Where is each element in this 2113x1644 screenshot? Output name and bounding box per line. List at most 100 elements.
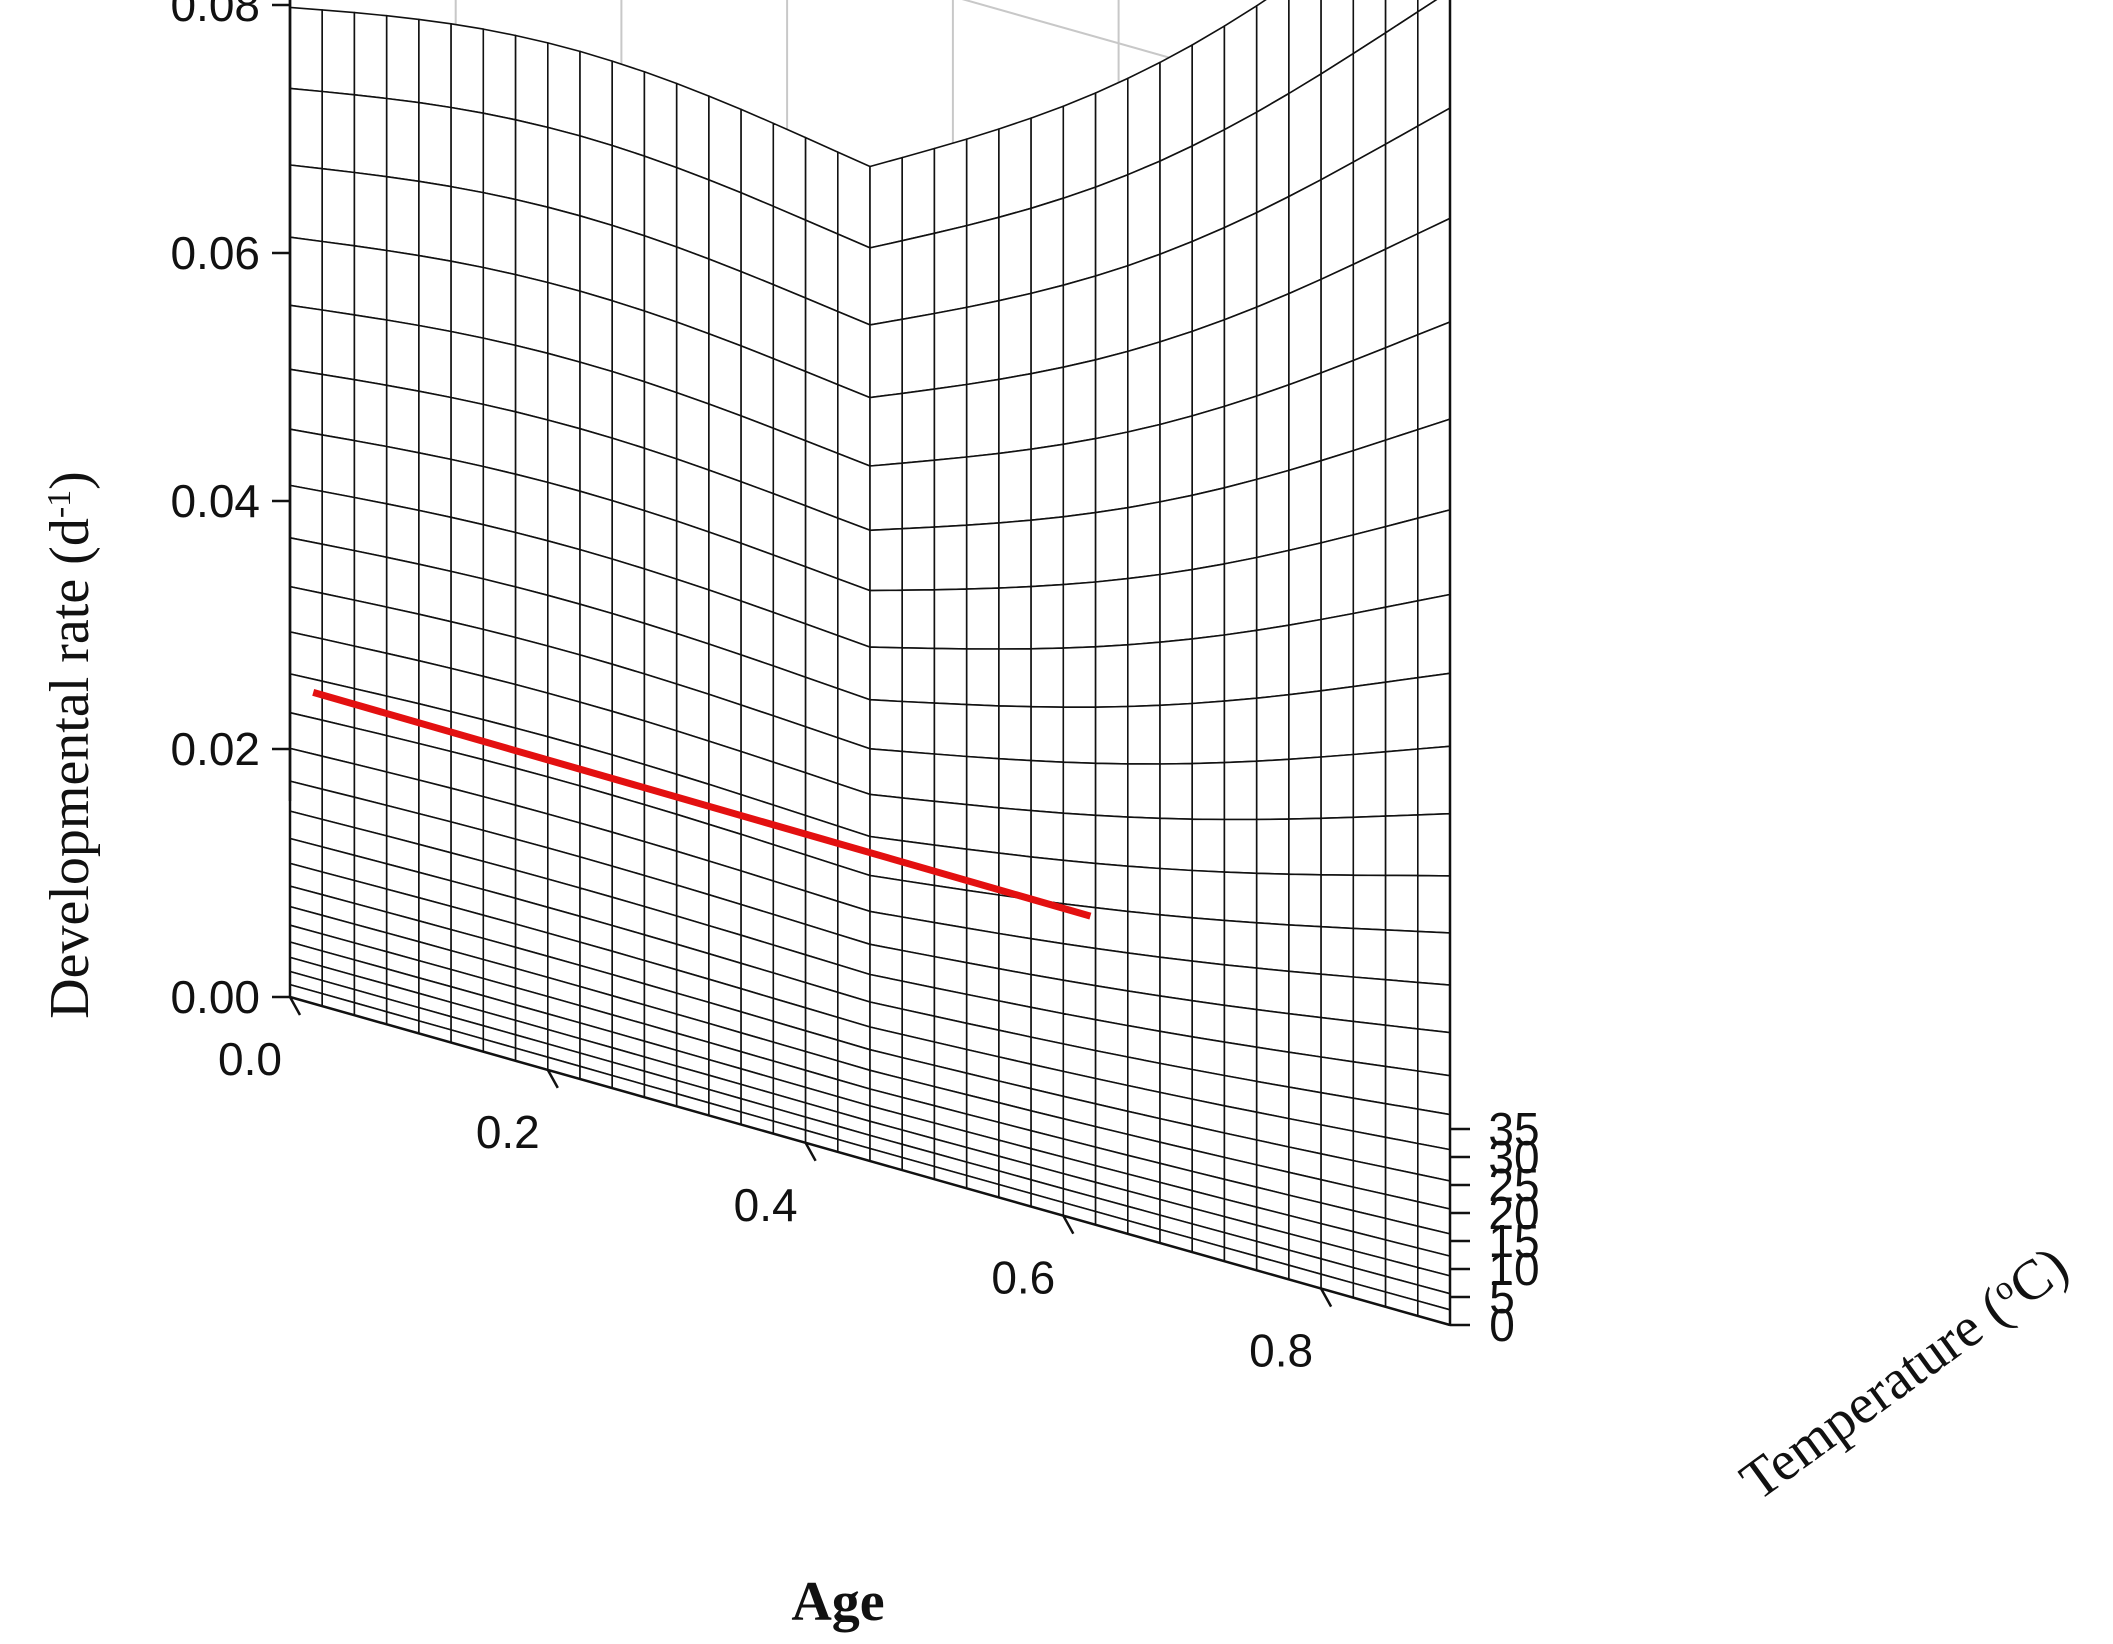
mesh-cell [1288, 817, 1322, 876]
mesh-cell [804, 370, 839, 455]
mesh-cell [1127, 816, 1161, 870]
mesh-cell [1320, 612, 1355, 692]
mesh-cell [1159, 956, 1193, 1002]
mesh-cell [772, 205, 807, 299]
mesh-cell [1094, 431, 1129, 514]
mesh-cell [353, 171, 388, 252]
mesh-cell [1030, 284, 1065, 375]
mesh-cell [514, 119, 549, 208]
mesh-cell [772, 427, 807, 507]
mesh-cell [1062, 645, 1097, 709]
mesh-cell [514, 473, 549, 542]
mesh-cell [1417, 745, 1451, 816]
mesh-cell [675, 246, 710, 335]
mesh-cell [1094, 264, 1129, 361]
mesh-cell [1320, 1016, 1355, 1063]
mesh-cell [1062, 581, 1097, 649]
mesh-cell [965, 452, 1000, 527]
mesh-cell [1417, 107, 1451, 235]
mesh-cell [1191, 634, 1226, 705]
mesh-cell [385, 556, 420, 616]
mesh-cell [1384, 874, 1419, 933]
mesh-cell [933, 588, 968, 650]
mesh-cell [1127, 910, 1161, 959]
mesh-cell [321, 240, 356, 316]
mesh-cell [1352, 750, 1387, 819]
mesh-cell [289, 428, 324, 493]
mesh-cell [740, 192, 775, 286]
mesh-cell [1223, 478, 1258, 565]
mesh-cell [643, 155, 678, 248]
mesh-cell [482, 266, 517, 347]
mesh-cell [1255, 872, 1290, 926]
mesh-cell [418, 101, 452, 188]
mesh-cell [321, 490, 356, 552]
mesh-cell [643, 380, 678, 460]
mesh-cell [579, 215, 614, 302]
mesh-cell [933, 884, 968, 929]
mesh-cell [1094, 577, 1129, 648]
mesh-cell [1062, 942, 1097, 987]
mesh-cell [1062, 511, 1097, 586]
mesh-cell [514, 34, 549, 129]
mesh-cell [418, 390, 452, 461]
mesh-cell [1127, 704, 1161, 765]
mesh-cell [1288, 178, 1322, 295]
mesh-cell [1159, 145, 1193, 255]
mesh-cell [1352, 439, 1387, 536]
x-tick [1062, 1215, 1075, 1235]
mesh-cell [965, 128, 1000, 227]
mesh-cell [933, 383, 968, 462]
mesh-cell [418, 180, 452, 263]
mesh-cell [901, 797, 936, 846]
mesh-cell [869, 874, 904, 918]
mesh-cell [1030, 705, 1065, 764]
mesh-cell [933, 702, 968, 758]
mesh-cell [1159, 995, 1193, 1038]
mesh-cell [675, 321, 710, 405]
mesh-cell [643, 447, 678, 522]
mesh-cell [321, 638, 356, 690]
mesh-cell [482, 628, 517, 686]
mesh-cell [1159, 762, 1193, 821]
mesh-cell [1094, 762, 1129, 818]
mesh-cell [998, 519, 1032, 589]
mesh-cell [579, 548, 614, 615]
mesh-cell [579, 290, 614, 373]
mesh-cell [740, 415, 775, 495]
mesh-cell [450, 620, 485, 678]
mesh-cell [482, 337, 517, 413]
mesh-cell [675, 391, 710, 471]
mesh-cell [772, 357, 807, 442]
mesh-cell [1417, 930, 1451, 986]
mesh-cell [321, 373, 356, 442]
mesh-cell [740, 108, 775, 208]
mesh-cell [546, 206, 581, 292]
mesh-cell [1288, 278, 1322, 386]
mesh-cell [1384, 333, 1419, 441]
mesh-cell [1417, 321, 1451, 431]
mesh-cell [418, 18, 452, 109]
mesh-cell [353, 599, 388, 655]
mesh-cell [579, 50, 614, 147]
mesh-cell [1094, 862, 1129, 913]
mesh-cell [418, 451, 452, 519]
mesh-cell [418, 659, 452, 713]
mesh-cell [1384, 599, 1419, 684]
z-tick-label: 0.08 [170, 0, 260, 31]
mesh-cell [482, 28, 517, 121]
mesh-cell [1030, 443, 1065, 522]
mesh-cell [1352, 927, 1387, 981]
mesh-cell [901, 459, 936, 530]
mesh-cell [836, 233, 871, 326]
mesh-cell [321, 167, 356, 247]
mesh-cell [450, 185, 485, 269]
mesh-cell [643, 568, 678, 635]
mesh-cell [1288, 459, 1322, 552]
mesh-cell [450, 396, 485, 468]
mesh-cell [1352, 681, 1387, 756]
mesh-cell [1094, 643, 1129, 709]
mesh-cell [1094, 906, 1129, 954]
mesh-cell [1127, 61, 1161, 176]
mesh-cell [965, 889, 1000, 935]
